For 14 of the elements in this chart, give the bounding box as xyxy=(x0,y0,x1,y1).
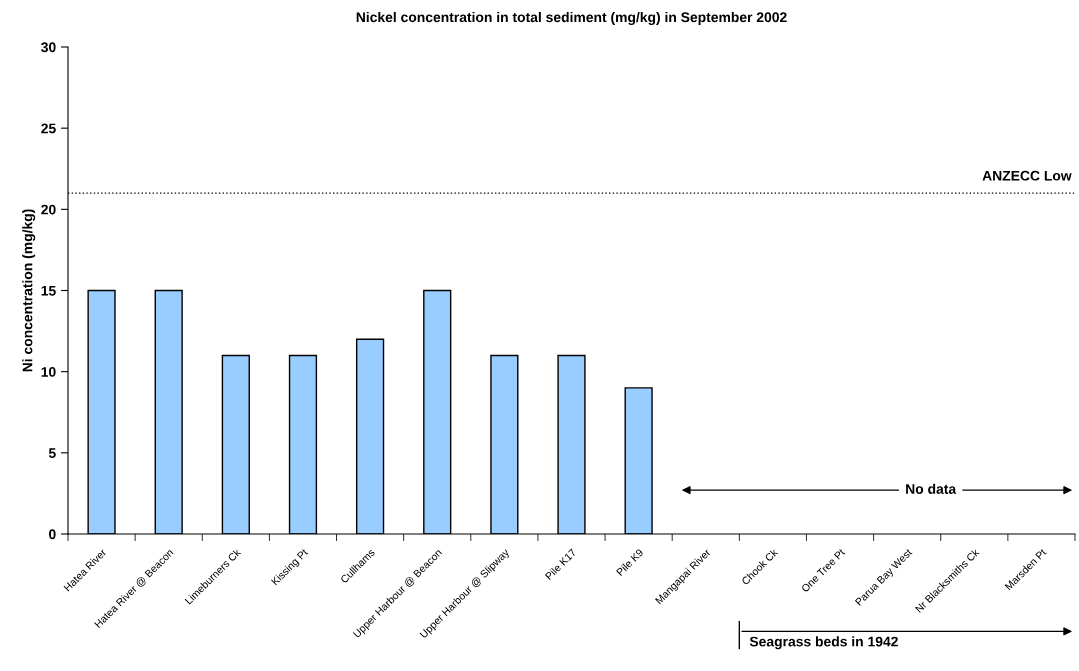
text: Seagrass beds in 1942 xyxy=(749,636,898,650)
x-tick-label: Pile K9 xyxy=(615,548,644,577)
y-axis-title: Ni concentration (mg/kg) xyxy=(22,209,36,372)
y-tick-label: 5 xyxy=(48,448,56,458)
y-tick-label: 30 xyxy=(41,42,56,53)
annotation: No data xyxy=(906,483,957,494)
y-tick-label: 25 xyxy=(41,123,56,134)
x-tick-label: One Tree Pt xyxy=(800,548,846,593)
y-tick-label: 10 xyxy=(41,367,56,377)
y-tick-label: 15 xyxy=(41,285,56,296)
ref-line-label: ANZECC Low xyxy=(982,170,1072,181)
chart-title: Nickel concentration in total sediment (mg/kg) in September 2002 xyxy=(356,11,787,25)
y-tick-label: 0 xyxy=(49,529,56,540)
y-tick-label: 20 xyxy=(41,204,56,215)
